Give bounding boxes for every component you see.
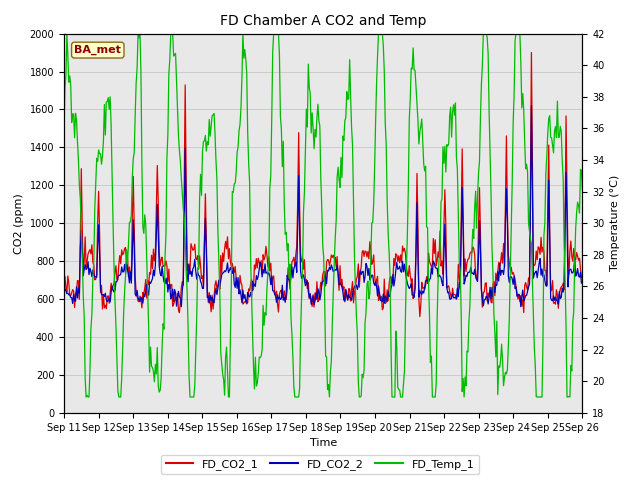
FD_CO2_2 <box>428 265 435 271</box>
Line: FD_Temp_1: FD_Temp_1 <box>64 34 582 397</box>
FD_CO2_1 <box>527 49 535 55</box>
FD_CO2_2 <box>579 279 586 285</box>
FD_CO2_2 <box>60 287 68 292</box>
Text: BA_met: BA_met <box>74 45 121 55</box>
FD_Temp_1 <box>63 31 71 36</box>
FD_CO2_2 <box>508 276 516 281</box>
FD_Temp_1 <box>91 206 99 212</box>
FD_CO2_1 <box>508 271 516 277</box>
FD_CO2_1 <box>89 259 97 265</box>
FD_CO2_1 <box>579 274 586 280</box>
FD_Temp_1 <box>83 394 90 400</box>
FD_CO2_2 <box>523 292 531 298</box>
FD_CO2_2 <box>456 279 463 285</box>
FD_Temp_1 <box>376 31 383 36</box>
FD_CO2_1 <box>523 284 531 290</box>
FD_Temp_1 <box>509 120 517 126</box>
Line: FD_CO2_1: FD_CO2_1 <box>64 52 582 317</box>
FD_CO2_2 <box>527 103 535 108</box>
FD_CO2_1 <box>60 275 68 281</box>
FD_CO2_2 <box>89 267 97 273</box>
Y-axis label: Temperature (°C): Temperature (°C) <box>610 175 620 271</box>
FD_CO2_2 <box>177 304 185 310</box>
Legend: FD_CO2_1, FD_CO2_2, FD_Temp_1: FD_CO2_1, FD_CO2_2, FD_Temp_1 <box>161 455 479 474</box>
FD_CO2_1 <box>428 264 435 269</box>
FD_CO2_1 <box>456 275 463 280</box>
FD_Temp_1 <box>456 269 464 275</box>
FD_Temp_1 <box>60 129 68 135</box>
Title: FD Chamber A CO2 and Temp: FD Chamber A CO2 and Temp <box>220 14 426 28</box>
FD_CO2_1 <box>374 274 381 279</box>
FD_CO2_1 <box>416 314 424 320</box>
FD_Temp_1 <box>579 188 586 194</box>
Y-axis label: CO2 (ppm): CO2 (ppm) <box>14 193 24 253</box>
Line: FD_CO2_2: FD_CO2_2 <box>64 106 582 307</box>
X-axis label: Time: Time <box>310 438 337 448</box>
FD_CO2_2 <box>374 283 382 289</box>
FD_Temp_1 <box>524 169 531 175</box>
FD_Temp_1 <box>429 394 436 400</box>
